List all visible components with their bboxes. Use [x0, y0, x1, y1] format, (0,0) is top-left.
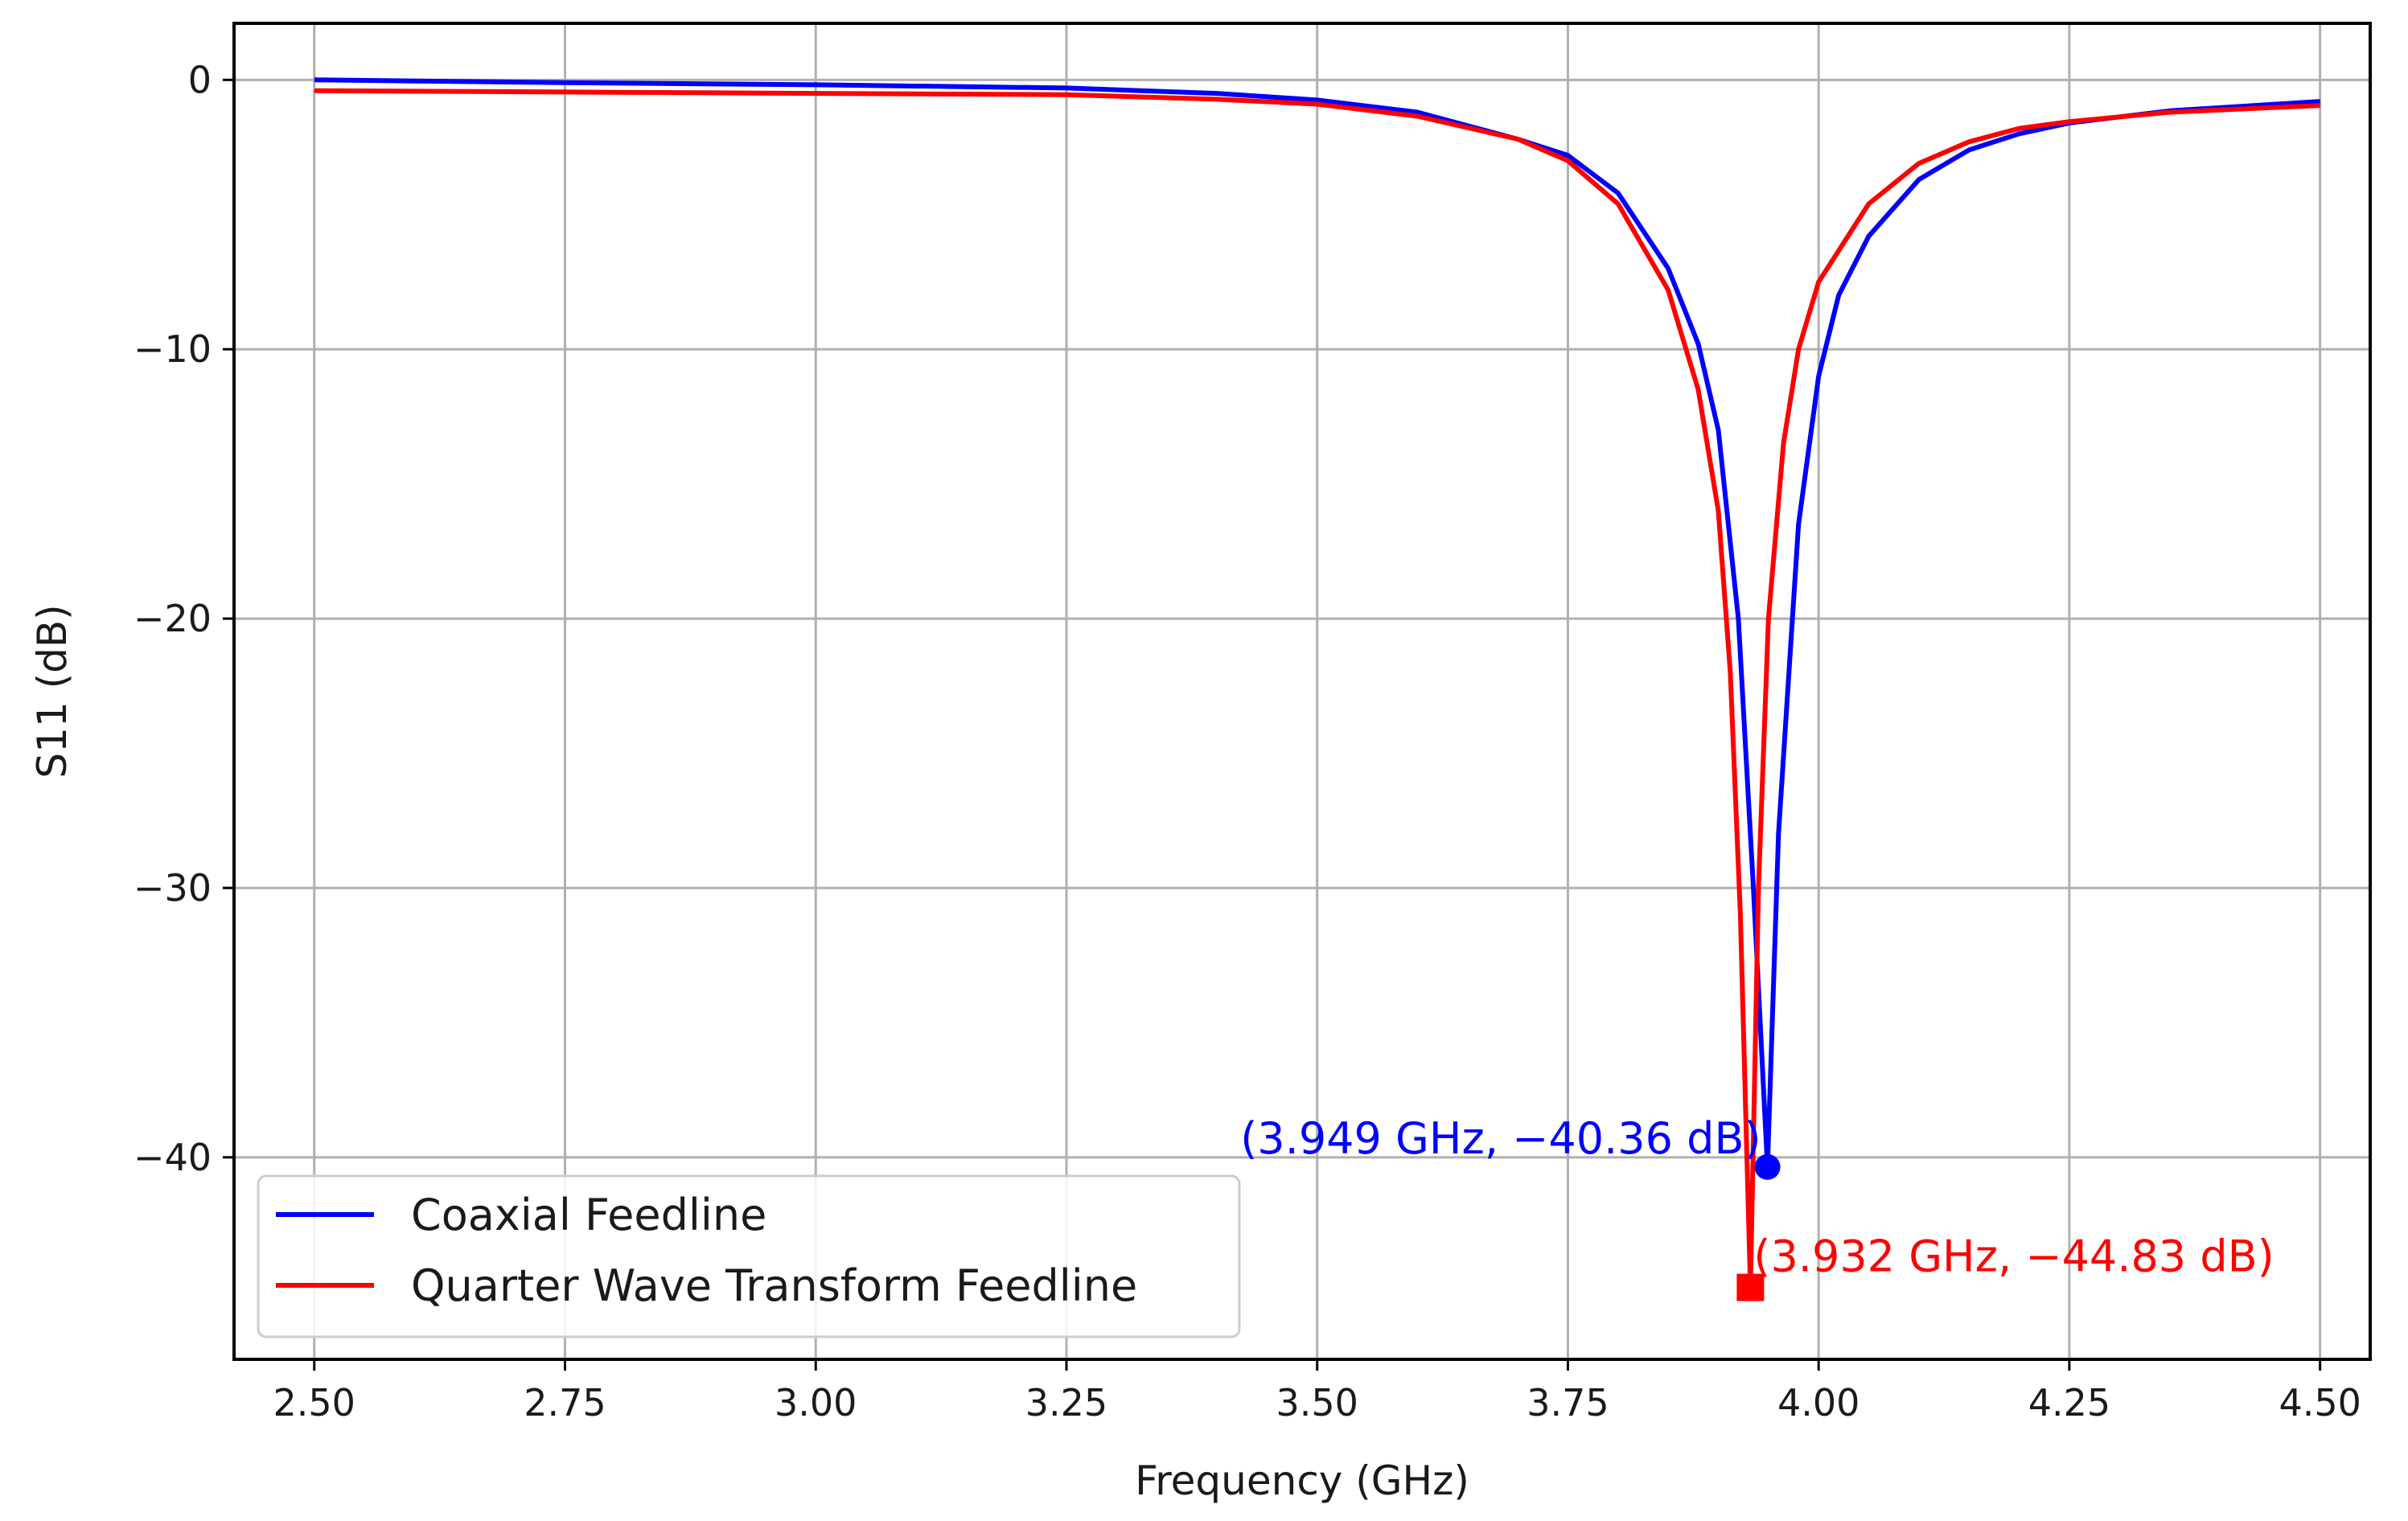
plot-frame	[232, 22, 2372, 1361]
x-tick-label: 3.00	[775, 1381, 857, 1424]
x-tick-label: 3.25	[1025, 1381, 1107, 1424]
x-axis-title: Frequency (GHz)	[1135, 1457, 1469, 1504]
x-tick-label: 4.25	[2028, 1381, 2110, 1424]
y-tick-label: 0	[188, 58, 212, 101]
x-tick-label: 4.50	[2279, 1381, 2361, 1424]
axis-ticks: 2.50 2.75 3.00 3.25 3.50 3.75 4.00 4.25 4.50 0 −10…	[134, 58, 2361, 1424]
peak-markers	[1736, 1153, 1781, 1301]
x-tick-label: 2.50	[273, 1381, 355, 1424]
legend-box	[257, 1174, 1241, 1338]
annotation-coaxial-minimum: (3.949 GHz, −40.36 dB)	[1240, 1113, 1761, 1164]
x-tick-label: 2.75	[524, 1381, 606, 1424]
x-tick-label: 4.00	[1777, 1381, 1859, 1424]
coaxial-minimum-marker	[1754, 1153, 1781, 1180]
annotation-quarter-wave-minimum: (3.932 GHz, −44.83 dB)	[1753, 1231, 2274, 1282]
grid	[234, 23, 2370, 1359]
y-tick-label: −40	[134, 1136, 212, 1179]
series-line-coaxial	[314, 77, 2320, 1170]
legend-label-coaxial: Coaxial Feedline	[411, 1190, 766, 1240]
series-line-quarter-wave	[314, 88, 2320, 1290]
y-axis-title: S11 (dB)	[29, 604, 76, 778]
x-tick-label: 3.50	[1276, 1381, 1358, 1424]
plot-series	[314, 77, 2320, 1290]
y-tick-label: −20	[134, 597, 212, 640]
quarter-wave-minimum-marker	[1736, 1273, 1765, 1301]
y-tick-label: −30	[134, 866, 212, 910]
legend: Coaxial Feedline Quarter Wave Transform …	[257, 1174, 1241, 1338]
legend-label-quarter-wave: Quarter Wave Transform Feedline	[411, 1260, 1137, 1311]
y-tick-label: −10	[134, 327, 212, 371]
x-tick-label: 3.75	[1527, 1381, 1609, 1424]
